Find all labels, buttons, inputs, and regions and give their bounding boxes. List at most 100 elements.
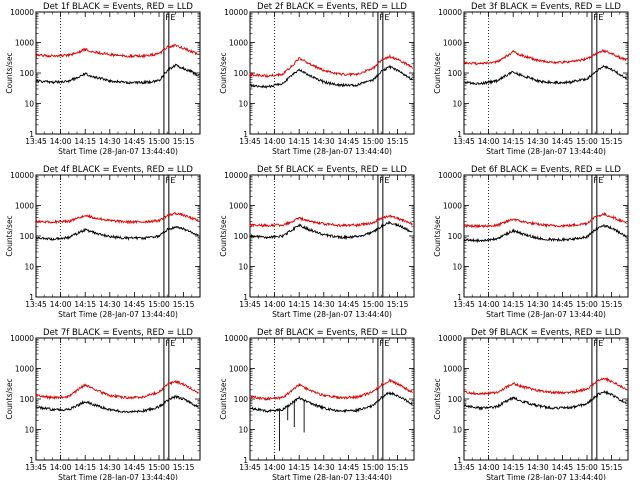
lld-series-line — [463, 376, 627, 396]
y-axis-label: Counts/sec — [433, 52, 442, 93]
events-series-line — [463, 223, 627, 244]
x-tick-label: 13:45 — [239, 300, 261, 309]
marker-label: F — [379, 13, 384, 22]
plot-panel-3: Det 3f BLACK = Events, RED = LLD 1 10 100 10… — [433, 2, 629, 156]
marker-label: F — [379, 339, 384, 348]
lld-series-line — [35, 43, 199, 59]
x-tick-label: 14:45 — [124, 300, 146, 309]
y-tick-label: 10000 — [224, 334, 248, 343]
panel-title: Det 6f BLACK = Events, RED = LLD — [471, 165, 621, 175]
y-tick-label: 10000 — [224, 8, 248, 17]
panel-title: Det 3f BLACK = Events, RED = LLD — [471, 2, 621, 12]
x-tick-label: 15:00 — [148, 463, 170, 472]
panel-title: Det 1f BLACK = Events, RED = LLD — [43, 2, 193, 12]
x-tick-label: 14:30 — [99, 137, 121, 146]
y-tick-label: 100 — [20, 69, 35, 78]
x-tick-label: 13:45 — [453, 300, 475, 309]
y-tick-label: 10000 — [10, 171, 34, 180]
x-tick-label: 14:15 — [74, 137, 96, 146]
y-tick-label: 10 — [24, 263, 34, 272]
y-tick-label: 1000 — [443, 202, 462, 211]
lld-series-line — [463, 48, 627, 66]
x-tick-label: 14:00 — [478, 300, 500, 309]
y-tick-label: 100 — [448, 232, 463, 241]
x-tick-label: 14:15 — [288, 463, 310, 472]
x-tick-label: 15:15 — [387, 137, 409, 146]
y-axis-label: Counts/sec — [5, 215, 14, 256]
x-tick-label: 13:45 — [453, 137, 475, 146]
y-tick-label: 1 — [457, 293, 462, 302]
x-tick-label: 15:15 — [173, 300, 195, 309]
x-tick-label: 15:15 — [601, 300, 623, 309]
y-tick-label: 1000 — [229, 202, 248, 211]
x-tick-label: 15:15 — [387, 463, 409, 472]
y-tick-label: 1 — [29, 130, 34, 139]
events-series-line — [35, 63, 199, 85]
x-tick-label: 15:00 — [148, 300, 170, 309]
x-tick-label: 15:15 — [173, 137, 195, 146]
x-tick-label: 14:45 — [552, 463, 574, 472]
plot-panel-8: Det 8f BLACK = Events, RED = LLD 1 10 100 10… — [219, 328, 415, 480]
y-tick-label: 10 — [238, 263, 248, 272]
y-tick-label: 10 — [452, 100, 462, 109]
marker-label: E — [170, 176, 175, 185]
x-tick-label: 14:15 — [74, 463, 96, 472]
x-tick-label: 13:45 — [25, 300, 47, 309]
y-tick-label: 100 — [448, 395, 463, 404]
lld-series-line — [463, 211, 627, 229]
y-tick-label: 1 — [29, 456, 34, 465]
x-axis-label: Start Time (28-Jan-07 13:44:40) — [58, 310, 178, 319]
y-axis-label: Counts/sec — [5, 52, 14, 93]
x-tick-label: 14:30 — [313, 137, 335, 146]
x-tick-label: 15:00 — [362, 137, 384, 146]
marker-label: E — [598, 339, 603, 348]
x-tick-label: 14:00 — [478, 463, 500, 472]
x-axis-label: Start Time (28-Jan-07 13:44:40) — [272, 473, 392, 480]
x-tick-label: 14:15 — [74, 300, 96, 309]
y-tick-label: 10000 — [438, 171, 462, 180]
x-axis-label: Start Time (28-Jan-07 13:44:40) — [272, 147, 392, 156]
x-tick-label: 14:30 — [313, 463, 335, 472]
x-tick-label: 15:00 — [362, 463, 384, 472]
panel-title: Det 7f BLACK = Events, RED = LLD — [43, 328, 193, 338]
marker-label: E — [170, 339, 175, 348]
x-tick-label: 14:45 — [124, 137, 146, 146]
events-series-line — [35, 394, 199, 414]
plot-panel-7: Det 7f BLACK = Events, RED = LLD 1 10 100 10… — [5, 328, 201, 480]
y-tick-label: 10000 — [10, 8, 34, 17]
x-tick-label: 15:00 — [148, 137, 170, 146]
panel-title: Det 8f BLACK = Events, RED = LLD — [257, 328, 407, 338]
lld-series-line — [249, 214, 413, 228]
marker-label: F — [593, 176, 598, 185]
lld-series-line — [35, 380, 199, 401]
x-tick-label: 15:00 — [362, 300, 384, 309]
x-axis-label: Start Time (28-Jan-07 13:44:40) — [486, 310, 606, 319]
events-series-line — [463, 64, 627, 86]
y-tick-label: 100 — [448, 69, 463, 78]
marker-label: E — [384, 339, 389, 348]
y-tick-label: 10 — [238, 426, 248, 435]
y-tick-label: 1 — [243, 130, 248, 139]
marker-label: F — [593, 339, 598, 348]
x-tick-label: 13:45 — [25, 463, 47, 472]
plot-panel-6: Det 6f BLACK = Events, RED = LLD 1 10 100 10… — [433, 165, 629, 319]
x-tick-label: 15:00 — [576, 137, 598, 146]
x-tick-label: 14:45 — [338, 137, 360, 146]
plot-panel-4: Det 4f BLACK = Events, RED = LLD 1 10 100 10… — [5, 165, 201, 319]
x-tick-label: 14:15 — [288, 300, 310, 309]
x-tick-label: 14:45 — [552, 300, 574, 309]
y-axis-label: Counts/sec — [219, 52, 228, 93]
y-tick-label: 100 — [234, 395, 249, 404]
x-tick-label: 14:45 — [338, 463, 360, 472]
marker-label: E — [598, 13, 603, 22]
x-axis-label: Start Time (28-Jan-07 13:44:40) — [486, 147, 606, 156]
plot-panel-5: Det 5f BLACK = Events, RED = LLD 1 10 100 10… — [219, 165, 415, 319]
lld-series-line — [249, 53, 413, 78]
y-tick-label: 1 — [243, 456, 248, 465]
plot-panel-1: Det 1f BLACK = Events, RED = LLD 1 10 100 10… — [5, 2, 201, 156]
y-tick-label: 10000 — [224, 171, 248, 180]
marker-label: F — [593, 13, 598, 22]
x-tick-label: 15:15 — [173, 463, 195, 472]
x-tick-label: 14:30 — [527, 300, 549, 309]
y-axis-label: Counts/sec — [433, 215, 442, 256]
